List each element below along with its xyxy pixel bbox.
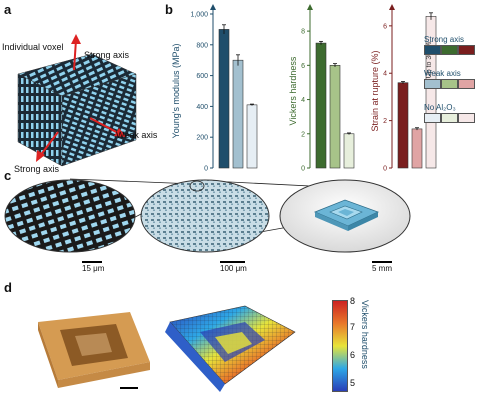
y-tick-label: 8 <box>301 29 305 36</box>
hardness-map-3d <box>165 305 296 392</box>
panel-label-d: d <box>4 280 12 295</box>
colorbar-label: Vickers hardness <box>360 300 370 369</box>
legend-weak-swatches <box>424 79 475 89</box>
legend-none-swatches <box>424 113 475 123</box>
y-tick-label: 6 <box>301 63 305 70</box>
legend-swatch <box>424 79 441 89</box>
colorbar-tick: 8 <box>350 296 356 306</box>
y-axis-arrow <box>389 4 395 10</box>
micrograph-15um <box>4 179 136 253</box>
panel-label-b: b <box>165 2 173 17</box>
strong-axis-label-top: Strong axis <box>84 50 130 60</box>
colorbar-tick: 5 <box>350 378 356 388</box>
panel-d-images <box>38 305 296 392</box>
y-axis-label: Strain at rupture (%) <box>370 50 380 131</box>
y-tick-label: 1,000 <box>190 12 208 19</box>
y-tick-label: 4 <box>383 71 387 78</box>
colorbar <box>332 300 348 392</box>
voxel-cube-illustration <box>17 34 137 167</box>
bar <box>343 133 355 169</box>
bar <box>315 42 327 169</box>
y-tick-label: 400 <box>196 104 208 111</box>
bar-annotation: Up to 300% <box>426 42 433 79</box>
y-tick-label: 0 <box>383 166 387 173</box>
legend-swatch <box>424 45 441 55</box>
panel-label-c: c <box>4 168 12 183</box>
bar <box>397 82 409 169</box>
bar <box>246 104 258 169</box>
legend-weak-label: Weak axis <box>424 69 461 78</box>
bar <box>218 29 230 169</box>
y-tick-label: 0 <box>204 166 208 173</box>
voxel-figure: Individual voxel Strong axis Weak axis S… <box>0 14 165 174</box>
y-tick-label: 800 <box>196 42 208 49</box>
bar <box>411 128 423 169</box>
y-axis-label: Vickers hardness <box>288 56 298 125</box>
bar <box>329 65 341 169</box>
weak-axis-label: Weak axis <box>116 130 158 140</box>
legend-swatch <box>441 79 458 89</box>
panel-c-micrographs <box>4 178 411 263</box>
legend-strong-swatches <box>424 45 475 55</box>
scale-bar-15um: 15 μm <box>82 264 105 273</box>
legend-swatch <box>458 113 475 123</box>
y-tick-label: 0 <box>301 166 305 173</box>
y-tick-label: 200 <box>196 135 208 142</box>
y-tick-label: 4 <box>301 97 305 104</box>
y-tick-label: 600 <box>196 73 208 80</box>
panel-b-charts: 0 200 400 600 800 1,000 Young's modulus (MPa) 0… <box>171 4 437 173</box>
legend-swatch <box>424 113 441 123</box>
y-tick-label: 2 <box>301 131 305 138</box>
y-tick-label: 6 <box>383 23 387 30</box>
legend-strong-label: Strong axis <box>424 35 465 44</box>
legend-swatch <box>441 113 458 123</box>
bar <box>232 59 244 169</box>
legend-swatch <box>441 45 458 55</box>
y-axis-arrow <box>210 4 216 10</box>
chart-legend: Strong axis Weak axis No Al₂O₃ <box>422 35 477 165</box>
panel-label-a: a <box>4 2 12 17</box>
scale-bar-100um: 100 μm <box>220 264 247 273</box>
y-axis-arrow <box>307 4 313 10</box>
legend-swatch <box>458 79 475 89</box>
colorbar-tick: 7 <box>350 322 356 332</box>
y-axis-label: Young's modulus (MPa) <box>171 44 181 139</box>
legend-none-label: No Al₂O₃ <box>424 103 456 112</box>
colorbar-tick: 6 <box>350 350 356 360</box>
micrograph-100um <box>140 179 270 253</box>
y-tick-label: 2 <box>383 118 387 125</box>
voxel-label: Individual voxel <box>2 42 64 52</box>
scale-bar-5mm: 5 mm <box>372 264 392 273</box>
strong-axis-label-bottom: Strong axis <box>14 164 60 174</box>
sample-photo <box>38 312 150 388</box>
legend-swatch <box>458 45 475 55</box>
